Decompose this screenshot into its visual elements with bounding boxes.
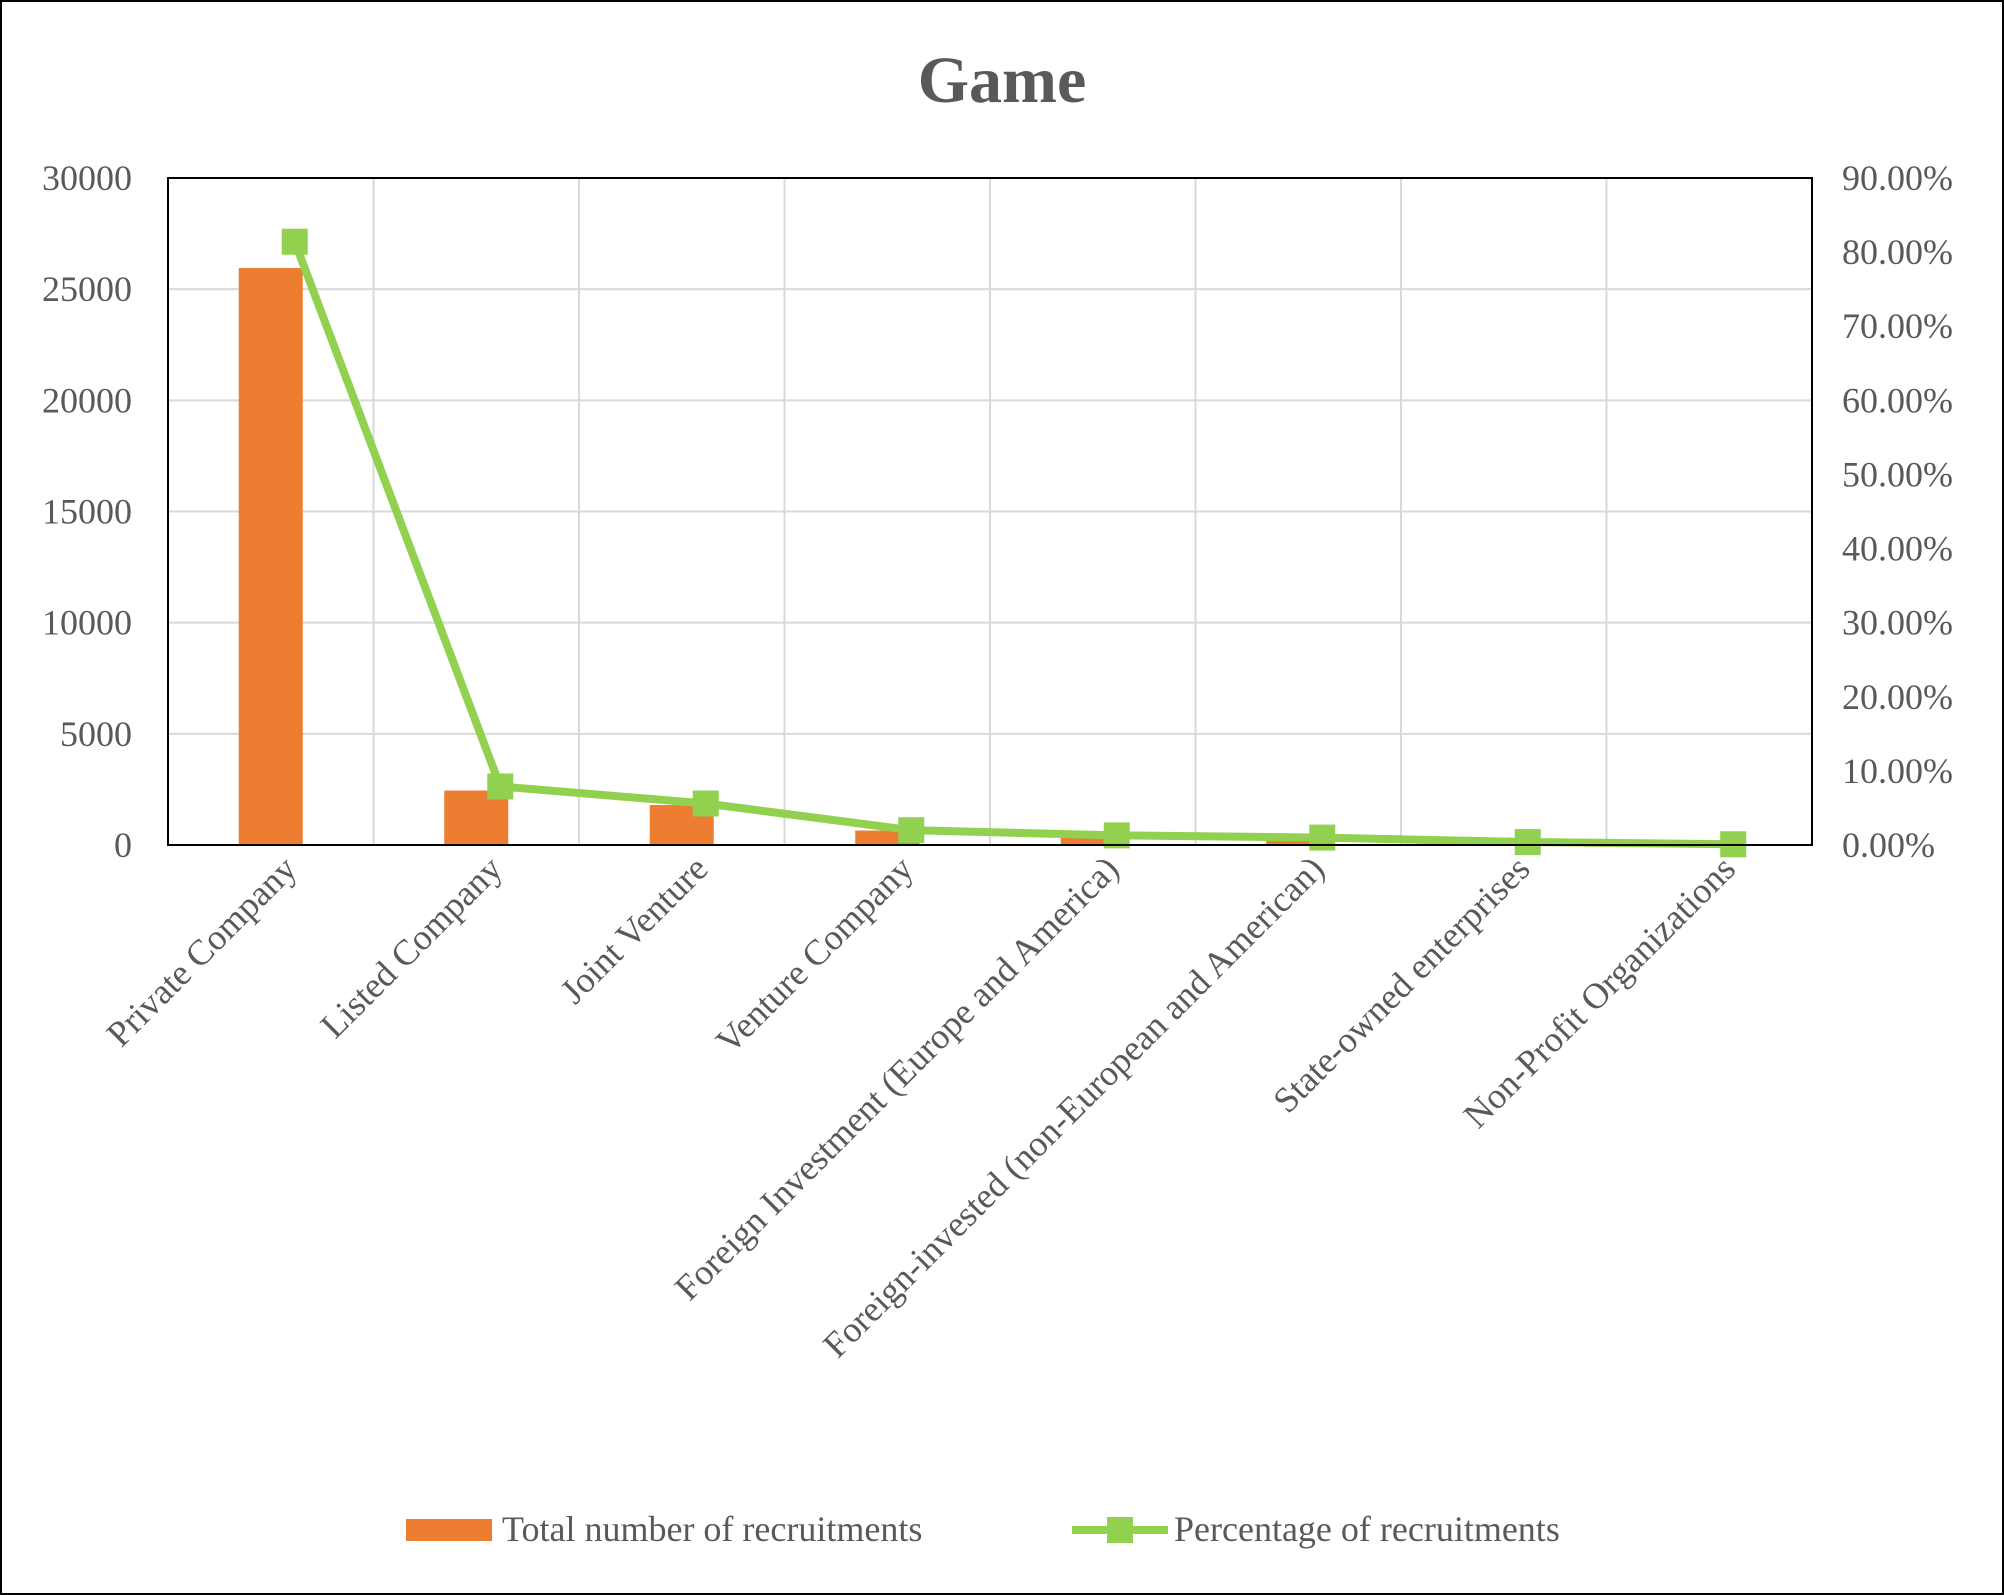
bar (1266, 837, 1331, 845)
line-marker (487, 773, 514, 800)
gridlines (168, 177, 1812, 846)
left-tick-label: 5000 (60, 714, 132, 754)
series-line (291, 240, 1734, 849)
legend-label-line: Percentage of recruitments (1174, 1509, 1560, 1549)
category-axis-labels: Private Company Listed Company Joint Ventu… (99, 848, 1743, 1365)
plot-area-border (167, 177, 1813, 846)
category-label: Venture Company (708, 848, 921, 1061)
category-label: Listed Company (313, 848, 510, 1045)
line-marker (1514, 829, 1541, 856)
right-tick-label: 60.00% (1842, 380, 1953, 420)
right-tick-label: 80.00% (1842, 232, 1953, 272)
category-label: Foreign Investment (Europe and America) (667, 848, 1126, 1307)
right-axis-ticks: 0.00% 10.00% 20.00% 30.00% 40.00% 50.00% 60.00… (1842, 158, 1953, 865)
left-tick-label: 25000 (42, 269, 132, 309)
line-marker (1309, 824, 1336, 851)
legend-swatch-marker (1107, 1517, 1133, 1543)
right-tick-label: 90.00% (1842, 158, 1953, 198)
bar (1060, 835, 1125, 845)
left-tick-label: 20000 (42, 380, 132, 420)
line-series (281, 228, 1747, 858)
left-tick-label: 10000 (42, 603, 132, 643)
right-tick-label: 20.00% (1842, 677, 1953, 717)
bar (444, 790, 509, 845)
legend: Total number of recruitments Percentage … (406, 1509, 1560, 1549)
right-tick-label: 30.00% (1842, 603, 1953, 643)
right-tick-label: 50.00% (1842, 454, 1953, 494)
legend-label-bars: Total number of recruitments (502, 1509, 922, 1549)
chart-title: Game (918, 44, 1087, 117)
left-axis-ticks: 0 5000 10000 15000 20000 25000 30000 (42, 158, 132, 865)
right-tick-label: 10.00% (1842, 751, 1953, 791)
left-tick-label: 15000 (42, 492, 132, 532)
left-tick-label: 30000 (42, 158, 132, 198)
legend-swatch-bars (406, 1519, 492, 1541)
bar (238, 268, 303, 845)
category-label: Private Company (99, 848, 305, 1054)
right-tick-label: 70.00% (1842, 306, 1953, 346)
line-marker (281, 228, 308, 255)
line-marker (692, 790, 719, 817)
category-label: Joint Venture (553, 848, 716, 1011)
line-marker (898, 817, 925, 844)
right-tick-label: 40.00% (1842, 529, 1953, 569)
right-tick-label: 0.00% (1842, 825, 1935, 865)
left-tick-label: 0 (114, 825, 132, 865)
